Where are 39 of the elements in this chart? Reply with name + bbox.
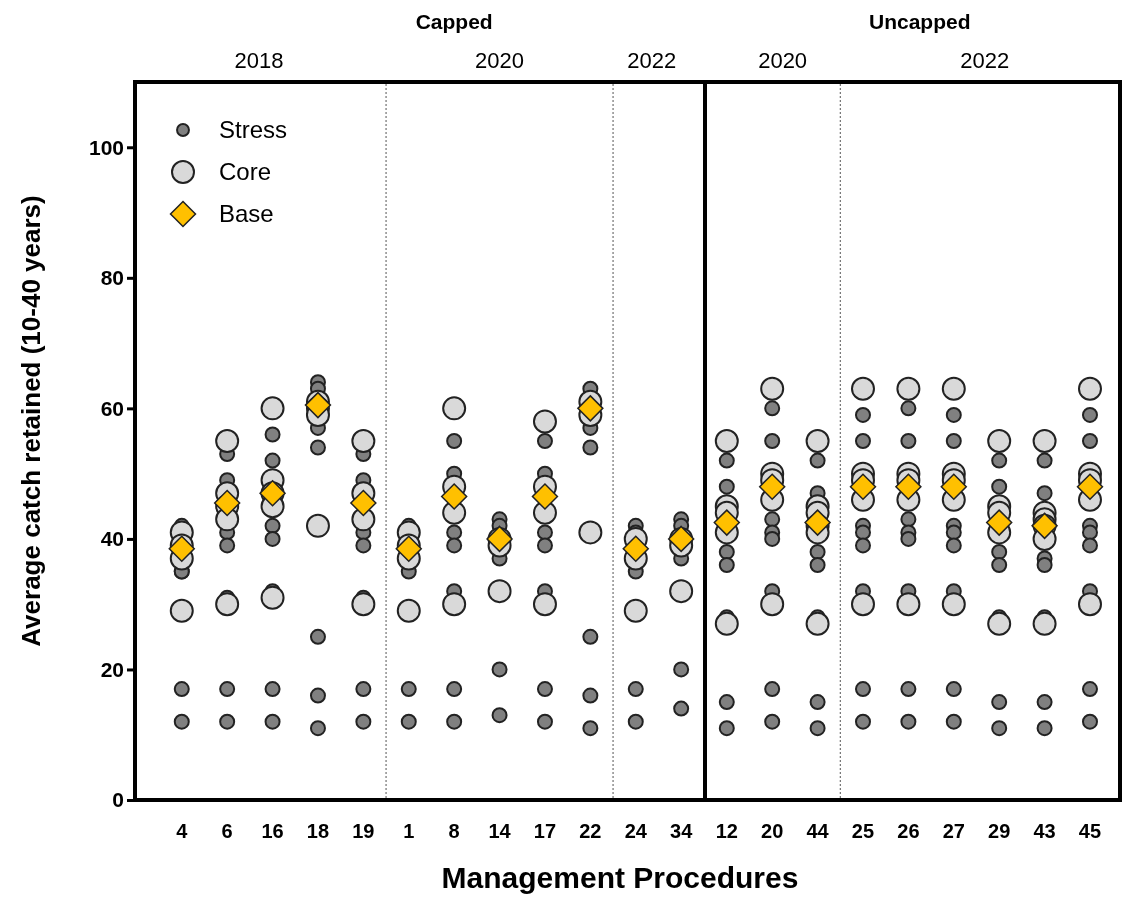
x-tick-label: 27	[942, 820, 965, 842]
x-axis-title: Management Procedures	[441, 861, 799, 894]
y-tick-label: 100	[88, 135, 124, 159]
y-tick-label: 40	[100, 527, 124, 551]
x-tick-label: 25	[851, 820, 875, 842]
x-tick-label: 20	[761, 820, 784, 842]
x-tick-label: 16	[261, 820, 284, 842]
text: 2022	[960, 48, 1010, 73]
x-tick-label: 26	[897, 820, 920, 842]
x-tick-label: 19	[352, 820, 375, 842]
x-tick-label: 17	[533, 820, 557, 842]
x-tick-label: 44	[806, 820, 830, 842]
y-tick-label: 0	[112, 788, 124, 812]
x-tick-label: 22	[579, 820, 602, 842]
text: 2020	[758, 48, 808, 73]
legend-label: Stress	[219, 116, 288, 143]
x-tick-label: 18	[306, 820, 330, 842]
x-tick-label: 45	[1078, 820, 1102, 842]
legend-label: Core	[219, 158, 272, 185]
y-axis-title: Average catch retained (10-40 years)	[16, 195, 46, 647]
text: 2018	[234, 48, 284, 73]
x-tick-label: 12	[715, 820, 738, 842]
legend-label: Base	[219, 200, 274, 227]
x-tick-label: 4	[176, 820, 189, 842]
y-tick-label: 20	[100, 657, 124, 681]
x-tick-label: 29	[988, 820, 1011, 842]
chart-title: Capped	[415, 10, 493, 33]
y-tick-label: 60	[100, 396, 124, 420]
x-tick-label: 8	[448, 820, 460, 842]
x-tick-label: 6	[221, 820, 233, 842]
x-tick-label: 24	[624, 820, 648, 842]
x-tick-label: 1	[403, 820, 415, 842]
x-tick-label: 43	[1033, 820, 1056, 842]
y-tick-label: 80	[100, 266, 124, 290]
x-tick-label: 34	[670, 820, 694, 842]
chart-title: Uncapped	[868, 10, 971, 33]
text: 2020	[475, 48, 525, 73]
x-tick-label: 14	[488, 820, 512, 842]
text: 2022	[627, 48, 677, 73]
